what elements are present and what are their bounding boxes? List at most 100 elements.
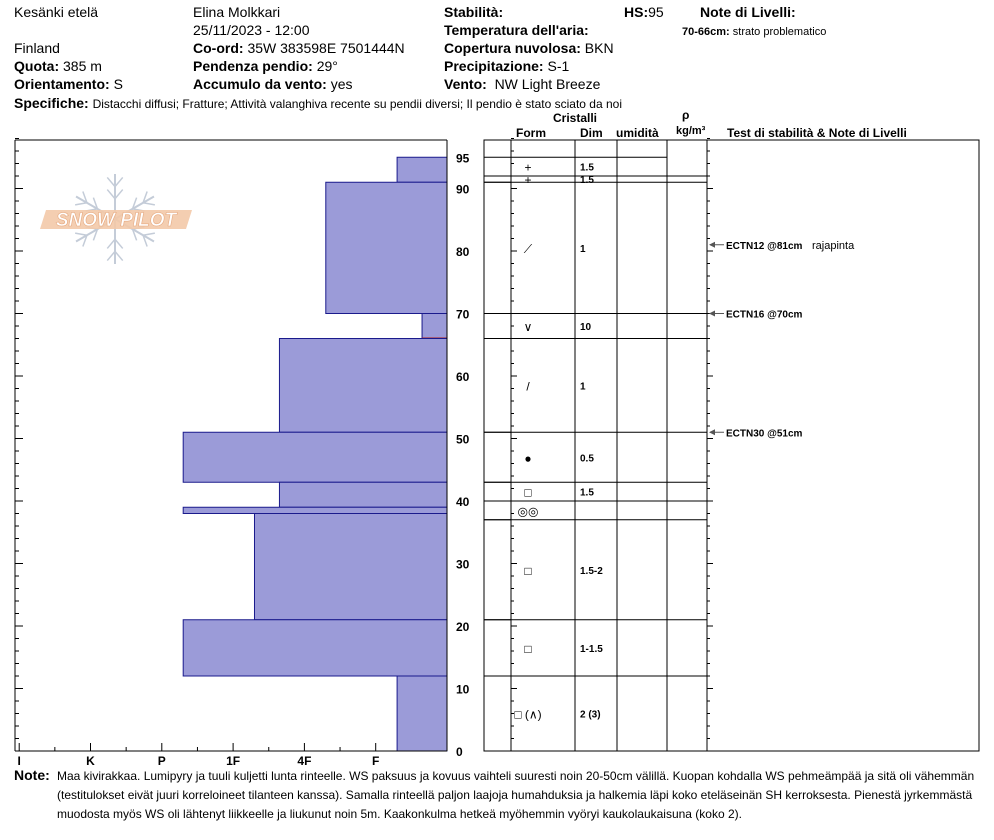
logo-flake-branch bbox=[74, 232, 88, 236]
crystal-form-symbol: / bbox=[526, 379, 530, 393]
country: Finland bbox=[14, 40, 60, 56]
logo-flake-branch bbox=[142, 202, 156, 206]
layer-note-text: strato problematico bbox=[732, 26, 827, 38]
hardness-bar bbox=[396, 675, 448, 752]
datetime: 25/11/2023 - 12:00 bbox=[193, 22, 310, 38]
height-tick-label: 60 bbox=[456, 370, 470, 384]
logo-flake-branch bbox=[92, 197, 99, 210]
elevation: Quota: 385 m bbox=[14, 58, 102, 74]
crystal-form-symbol: □ bbox=[524, 642, 531, 656]
logo-text: SNOW PILOT bbox=[56, 210, 178, 231]
hardness-bar bbox=[182, 506, 448, 514]
logo-flake-branch bbox=[106, 238, 116, 249]
table-frame bbox=[483, 139, 980, 752]
hs: HS:95 bbox=[624, 4, 664, 20]
specifics-value: Distacchi diffusi; Fratture; Attività va… bbox=[92, 97, 622, 111]
hardness-bar bbox=[182, 431, 448, 483]
sky-value: BKN bbox=[584, 40, 614, 56]
crystal-size-label: 1.5 bbox=[580, 488, 594, 499]
observer: Elina Molkkari bbox=[193, 4, 281, 20]
hardness-bar bbox=[278, 338, 448, 433]
logo-banner bbox=[40, 210, 192, 229]
density-header: kg/m³ bbox=[676, 125, 706, 137]
hardness-bar bbox=[278, 481, 448, 508]
coordinates: Co-ord: 35W 383598E 7501444N bbox=[193, 40, 405, 56]
logo-flake-branch bbox=[142, 232, 156, 236]
logo-flake-branch bbox=[131, 228, 138, 241]
logo-flake-branch bbox=[106, 176, 116, 188]
hardness-tick-label: F bbox=[372, 754, 379, 768]
crystal-size-label: 1 bbox=[580, 381, 586, 392]
logo-flake-branch bbox=[74, 202, 88, 206]
notes-line-1: Maa kivirakkaa. Lumipyry ja tuuli kuljet… bbox=[57, 769, 975, 783]
coord-label: Co-ord: bbox=[193, 40, 244, 56]
logo-flake-branch bbox=[114, 176, 124, 188]
logo-flake-branch bbox=[142, 191, 148, 204]
layer-notes-label: Note di Livelli: bbox=[700, 4, 796, 20]
specifics: Specifiche: Distacchi diffusi; Fratture;… bbox=[14, 95, 622, 112]
hardness-tick-label: I bbox=[18, 754, 21, 768]
form-header: Form bbox=[516, 126, 546, 140]
height-tick-label: 90 bbox=[456, 183, 470, 197]
height-tick-label: 70 bbox=[456, 308, 470, 322]
aspect-value: S bbox=[113, 76, 123, 92]
height-tick-label: 10 bbox=[456, 683, 470, 697]
moisture-header: umidità bbox=[616, 126, 659, 140]
hardness-bar bbox=[182, 619, 448, 677]
chart-frame: I K P 1F 4F F 0 10 20 30 40 50 60 70 80 90 95 bbox=[14, 138, 980, 768]
notes-label: Note: bbox=[14, 767, 50, 783]
height-tick-label: 80 bbox=[456, 245, 470, 259]
tests-header: Test di stabilità & Note di Livelli bbox=[727, 126, 907, 140]
height-tick-label: 30 bbox=[456, 558, 470, 572]
logo-flake-branch bbox=[106, 189, 116, 200]
crystal-form-symbol: + bbox=[524, 161, 531, 175]
wind-loading-value: yes bbox=[330, 76, 353, 92]
crystal-size-label: 1-1.5 bbox=[580, 644, 603, 655]
hardness-bar bbox=[253, 513, 448, 621]
hardness-bar bbox=[421, 313, 448, 339]
crystal-form-symbol: ⟋ bbox=[524, 242, 533, 256]
slope-label: Pendenza pendio: bbox=[193, 58, 313, 74]
precipitation: Precipitazione: S-1 bbox=[444, 58, 569, 74]
crystal-size-label: 1.5-2 bbox=[580, 566, 603, 577]
snowpilot-logo: SNOW PILOT bbox=[40, 174, 192, 264]
hs-label: HS: bbox=[624, 4, 649, 20]
crystal-form-symbol: □ (∧) bbox=[514, 708, 541, 722]
logo-flake-branch bbox=[106, 250, 116, 262]
logo-flake-branch bbox=[114, 189, 124, 200]
sky-cover: Copertura nuvolosa: BKN bbox=[444, 40, 614, 56]
notes-line-2: (testitulokset eivät juuri korreloineet … bbox=[57, 788, 973, 802]
precip-label: Precipitazione: bbox=[444, 58, 544, 74]
wind-value: NW Light Breeze bbox=[494, 76, 601, 92]
hardness-bar bbox=[396, 156, 448, 183]
crystal-form-symbol: □ bbox=[524, 486, 531, 500]
elevation-label: Quota: bbox=[14, 58, 60, 74]
specifics-label: Specifiche: bbox=[14, 95, 89, 111]
layer-note: 70-66cm: strato problematico bbox=[682, 24, 826, 40]
hardness-tick-label: K bbox=[86, 754, 95, 768]
crystal-size-label: 10 bbox=[580, 322, 592, 333]
logo-flake-branch bbox=[114, 238, 124, 249]
slope: Pendenza pendio: 29° bbox=[193, 58, 338, 74]
slope-value: 29° bbox=[316, 58, 338, 74]
crystal-form-symbol: + bbox=[524, 173, 531, 187]
crystal-size-label: 1.5 bbox=[580, 163, 594, 174]
hardness-bars bbox=[182, 156, 448, 752]
layer-note-range: 70-66cm: bbox=[682, 26, 730, 38]
crystal-size-label: 2 (3) bbox=[580, 710, 601, 721]
crystal-size-label: 0.5 bbox=[580, 453, 594, 464]
hardness-tick-label: 4F bbox=[297, 754, 311, 768]
elevation-value: 385 m bbox=[63, 58, 102, 74]
hardness-bar bbox=[325, 181, 448, 314]
notes-line-3: muodosta myös WS oli lähtenyt liikkeelle… bbox=[57, 807, 742, 821]
test-label: ECTN30 @51cm bbox=[726, 428, 803, 439]
crystal-form-symbol: ∨ bbox=[524, 320, 533, 334]
wind: Vento: NW Light Breeze bbox=[444, 76, 600, 92]
test-arrow-head bbox=[709, 241, 715, 248]
wind-label: Vento: bbox=[444, 76, 487, 92]
test-label: ECTN16 @70cm bbox=[726, 310, 803, 321]
crystal-size-label: 1.5 bbox=[580, 175, 594, 186]
height-tick-label: 40 bbox=[456, 495, 470, 509]
rho-header: ρ bbox=[682, 108, 690, 122]
